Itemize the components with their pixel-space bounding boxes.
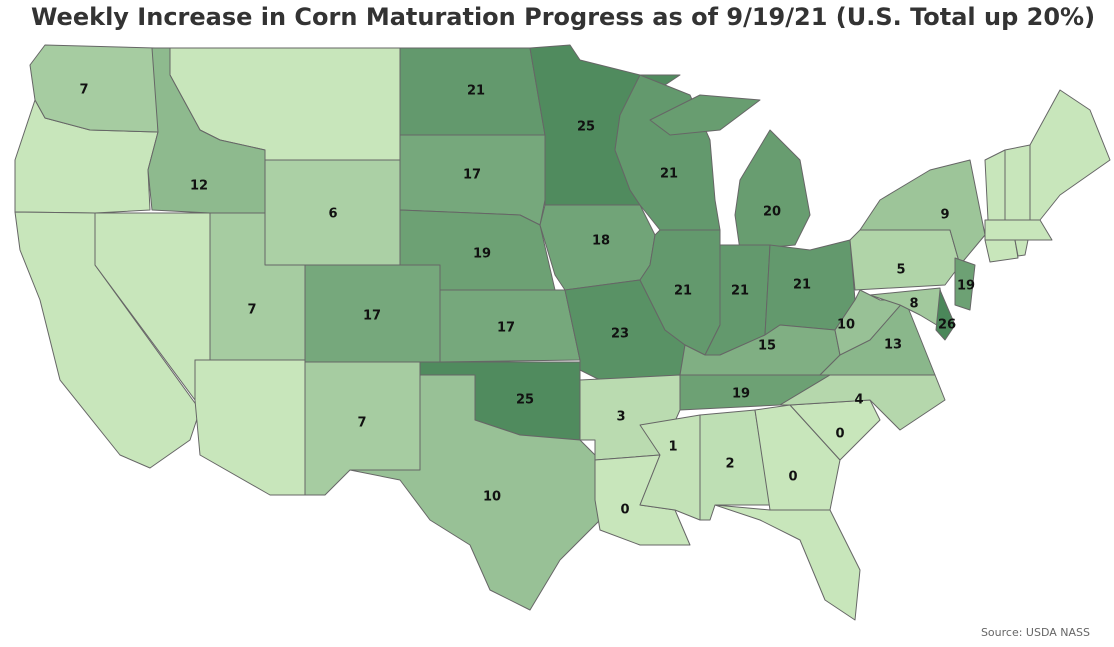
value-label: 0 <box>788 470 797 485</box>
state <box>984 219 1053 241</box>
state <box>954 257 976 311</box>
source-note: Source: USDA NASS <box>981 626 1090 639</box>
value-label: 25 <box>516 393 534 408</box>
state <box>984 149 1006 221</box>
value-label: 10 <box>483 490 501 505</box>
value-label: 6 <box>328 207 337 222</box>
value-label: 1 <box>668 440 677 455</box>
state <box>779 374 946 431</box>
state <box>349 374 601 611</box>
value-label: 8 <box>909 297 918 312</box>
state <box>849 229 961 291</box>
value-label: 4 <box>854 393 863 408</box>
value-label: 26 <box>938 318 956 333</box>
value-label: 3 <box>616 410 625 425</box>
value-label: 21 <box>660 167 678 182</box>
value-label: 13 <box>884 338 902 353</box>
state <box>649 94 811 251</box>
value-label: 25 <box>577 120 595 135</box>
map-title: Weekly Increase in Corn Maturation Progr… <box>31 3 1095 31</box>
state <box>754 404 841 511</box>
value-label: 2 <box>725 457 734 472</box>
value-label: 18 <box>592 234 610 249</box>
state <box>1004 144 1031 221</box>
value-label: 17 <box>497 321 515 336</box>
state <box>1014 239 1029 257</box>
value-label: 10 <box>837 318 855 333</box>
value-label: 19 <box>732 387 750 402</box>
state <box>194 359 306 496</box>
value-label: 0 <box>620 503 629 518</box>
value-label: 7 <box>247 303 256 318</box>
state <box>29 44 159 133</box>
value-label: 23 <box>611 327 629 342</box>
value-label: 21 <box>674 284 692 299</box>
state <box>984 239 1019 263</box>
value-label: 0 <box>835 427 844 442</box>
state <box>869 287 946 331</box>
value-label: 15 <box>758 339 776 354</box>
state <box>859 159 986 266</box>
value-label: 19 <box>957 279 975 294</box>
value-label: 17 <box>463 168 481 183</box>
value-label: 19 <box>473 247 491 262</box>
value-label: 7 <box>357 416 366 431</box>
value-label: 9 <box>940 208 949 223</box>
state <box>714 504 861 621</box>
value-label: 7 <box>79 83 88 98</box>
state <box>935 289 956 341</box>
value-label: 20 <box>763 205 781 220</box>
value-label: 21 <box>731 284 749 299</box>
value-label: 12 <box>190 179 208 194</box>
value-label: 21 <box>467 84 485 99</box>
unlabeled-states <box>14 47 1111 621</box>
value-label: 5 <box>896 263 905 278</box>
state <box>1029 89 1111 221</box>
value-label: 21 <box>793 278 811 293</box>
value-label: 17 <box>363 309 381 324</box>
